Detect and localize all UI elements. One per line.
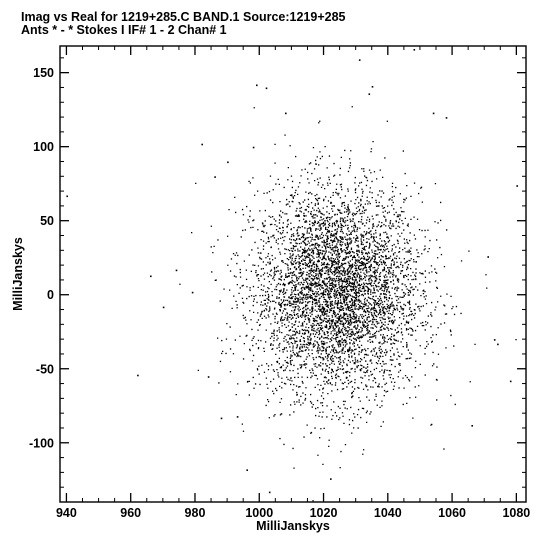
scatter-point xyxy=(471,425,473,427)
y-tick-label: -100 xyxy=(29,436,54,450)
scatter-point xyxy=(516,185,518,187)
scatter-point xyxy=(207,376,210,378)
scatter-point xyxy=(214,176,216,178)
y-axis-label: MilliJanskys xyxy=(11,237,25,311)
scatter-point xyxy=(371,86,374,88)
scatter-point xyxy=(201,143,203,146)
x-tick-label: 1040 xyxy=(374,506,402,520)
scatter-point xyxy=(150,275,152,278)
scatter-point xyxy=(445,117,448,119)
scatter-point xyxy=(268,491,271,494)
scatter-point xyxy=(191,291,194,294)
scatter-point xyxy=(236,416,239,418)
scatter-point xyxy=(252,146,255,149)
scatter-cloud xyxy=(179,106,517,502)
scatter-point xyxy=(358,59,361,61)
scatter-point xyxy=(256,84,258,87)
scatter-point xyxy=(265,87,268,90)
scatter-point xyxy=(509,380,512,383)
scatter-point xyxy=(220,417,223,420)
x-tick-label: 1060 xyxy=(438,506,466,520)
scatter-point xyxy=(162,306,165,309)
scatter-point xyxy=(330,478,332,480)
scatter-point xyxy=(175,269,178,272)
chart-title: Imag vs Real for 1219+285.C BAND.1 Sourc… xyxy=(21,10,346,24)
x-tick-label: 1020 xyxy=(310,506,338,520)
x-axis-label: MilliJanskys xyxy=(256,519,330,533)
scatter-points xyxy=(66,49,518,502)
scatter-point xyxy=(285,112,287,115)
scatter-point xyxy=(432,112,435,115)
y-tick-label: 50 xyxy=(40,214,54,228)
x-tick-label: 1080 xyxy=(502,506,530,520)
scatter-point xyxy=(137,374,139,377)
scatter-point xyxy=(497,343,499,346)
chart-subtitle: Ants * - * Stokes I IF# 1 - 2 Chan# 1 xyxy=(21,23,227,37)
scatter-point xyxy=(413,49,416,51)
y-tick-label: 100 xyxy=(33,140,54,154)
y-tick-label: 150 xyxy=(33,66,54,80)
x-axis: 940 960 980 1000 1020 1040 1060 1080 xyxy=(56,46,530,520)
plot-frame xyxy=(59,45,527,503)
scatter-point xyxy=(493,339,496,341)
x-tick-label: 960 xyxy=(120,506,141,520)
scatter-point xyxy=(227,161,229,164)
x-tick-label: 940 xyxy=(56,506,77,520)
scatter-point xyxy=(368,93,371,95)
scatter-point xyxy=(66,195,68,198)
y-tick-label: 0 xyxy=(47,288,54,302)
x-tick-label: 980 xyxy=(185,506,206,520)
y-tick-label: -50 xyxy=(36,362,54,376)
x-tick-label: 1000 xyxy=(245,506,273,520)
scatter-point xyxy=(487,256,489,258)
scatter-point xyxy=(246,469,248,471)
y-axis: -100 -50 0 50 100 150 xyxy=(29,57,526,503)
